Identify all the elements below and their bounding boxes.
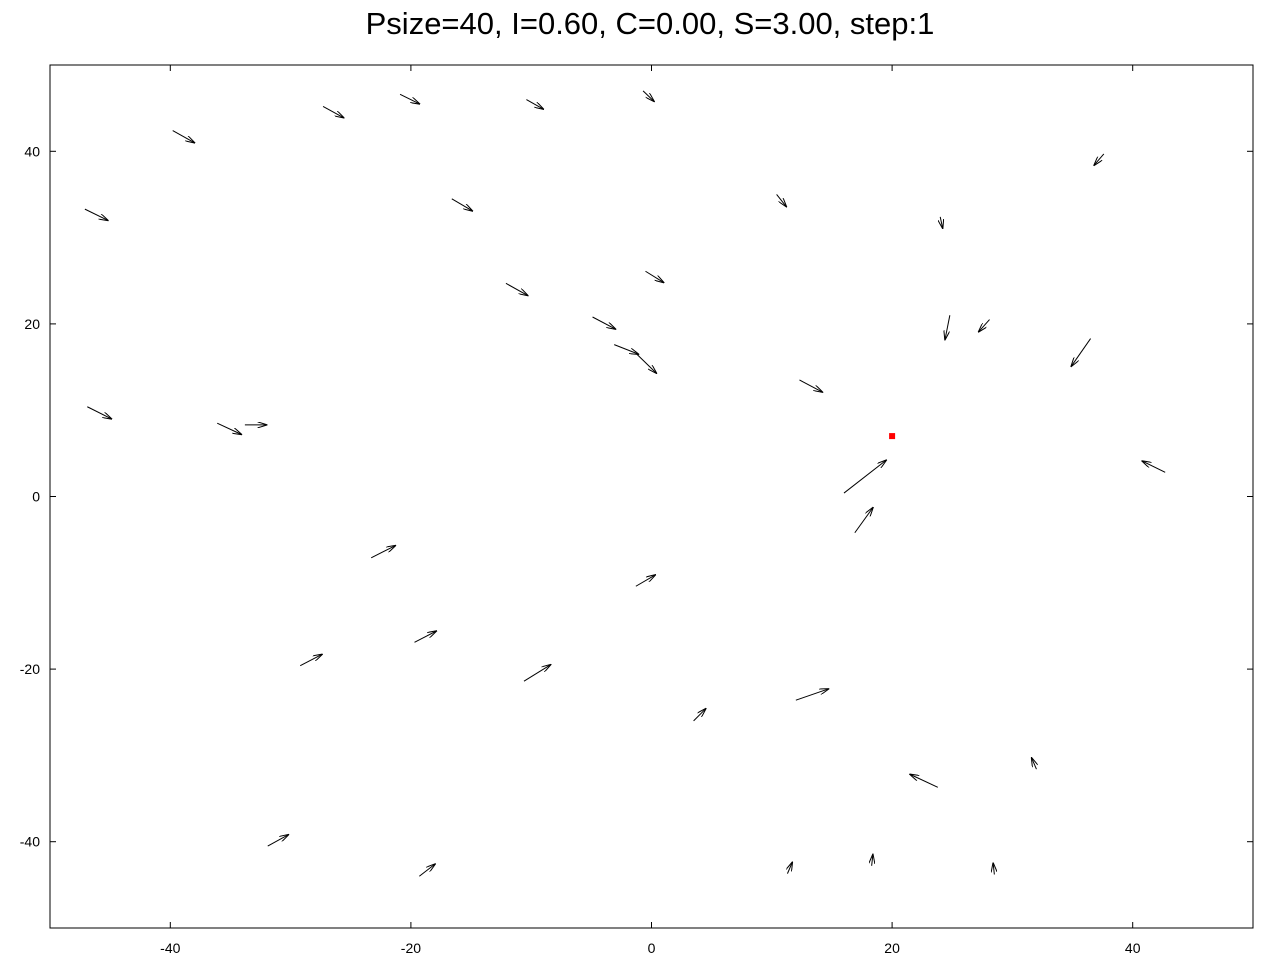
chart-title: Psize=40, I=0.60, C=0.00, S=3.00, step:1 — [366, 6, 935, 41]
vector-arrow — [635, 352, 656, 373]
vector-arrow — [172, 130, 195, 143]
vector-arrow — [645, 270, 663, 282]
vector-arrow — [993, 863, 994, 875]
vector-arrow — [523, 665, 550, 682]
vector-arrow — [799, 379, 822, 392]
vector-arrow — [419, 864, 435, 877]
vector-arrow — [87, 406, 111, 419]
vector-arrow — [505, 282, 528, 295]
vector-arrow — [414, 631, 437, 643]
vector-arrow — [399, 93, 419, 103]
vector-arrow — [526, 99, 543, 109]
vector-arrow — [1032, 758, 1037, 770]
vector-arrow — [642, 90, 654, 101]
vector-arrow — [84, 208, 108, 220]
y-tick-label: -40 — [20, 834, 40, 850]
x-tick-label: -40 — [160, 940, 180, 956]
vector-arrow — [635, 575, 655, 587]
vector-arrow — [787, 862, 792, 874]
vector-arrow — [910, 774, 939, 788]
vector-arrow — [979, 319, 990, 332]
vector-arrow — [1071, 338, 1092, 367]
arrow-field — [84, 90, 1166, 877]
plot-frame — [49, 64, 1254, 929]
vector-arrow — [451, 198, 472, 211]
x-tick-label: 0 — [648, 940, 656, 956]
vector-arrow — [592, 316, 616, 329]
y-tick-label: 40 — [24, 143, 40, 159]
vector-arrow — [693, 709, 706, 722]
vector-arrow — [945, 315, 951, 339]
vector-arrow — [843, 460, 886, 494]
y-tick-label: 0 — [32, 489, 40, 505]
vector-arrow — [614, 344, 638, 354]
vector-arrow — [795, 689, 828, 701]
vector-arrow — [299, 654, 322, 667]
vector-arrow — [322, 105, 343, 117]
x-tick-label: -20 — [401, 940, 421, 956]
vector-arrow — [940, 216, 942, 228]
x-tick-label: 40 — [1125, 940, 1141, 956]
target-marker-layer — [889, 433, 896, 440]
vector-arrow — [872, 855, 873, 866]
vector-arrow — [854, 508, 873, 534]
x-tick-label: 20 — [884, 940, 900, 956]
vector-arrow — [1142, 461, 1166, 473]
y-tick-label: -20 — [20, 661, 40, 677]
vector-arrow — [1094, 153, 1105, 165]
vector-arrow — [217, 422, 241, 434]
vector-arrow — [776, 194, 787, 206]
axis-ticks: -40 -20 0 20 40 -40 -20 0 20 40 — [20, 65, 1253, 956]
y-tick-label: 20 — [24, 316, 40, 332]
target-marker — [889, 433, 896, 440]
vector-arrow — [370, 546, 395, 559]
vector-arrow — [267, 835, 288, 847]
